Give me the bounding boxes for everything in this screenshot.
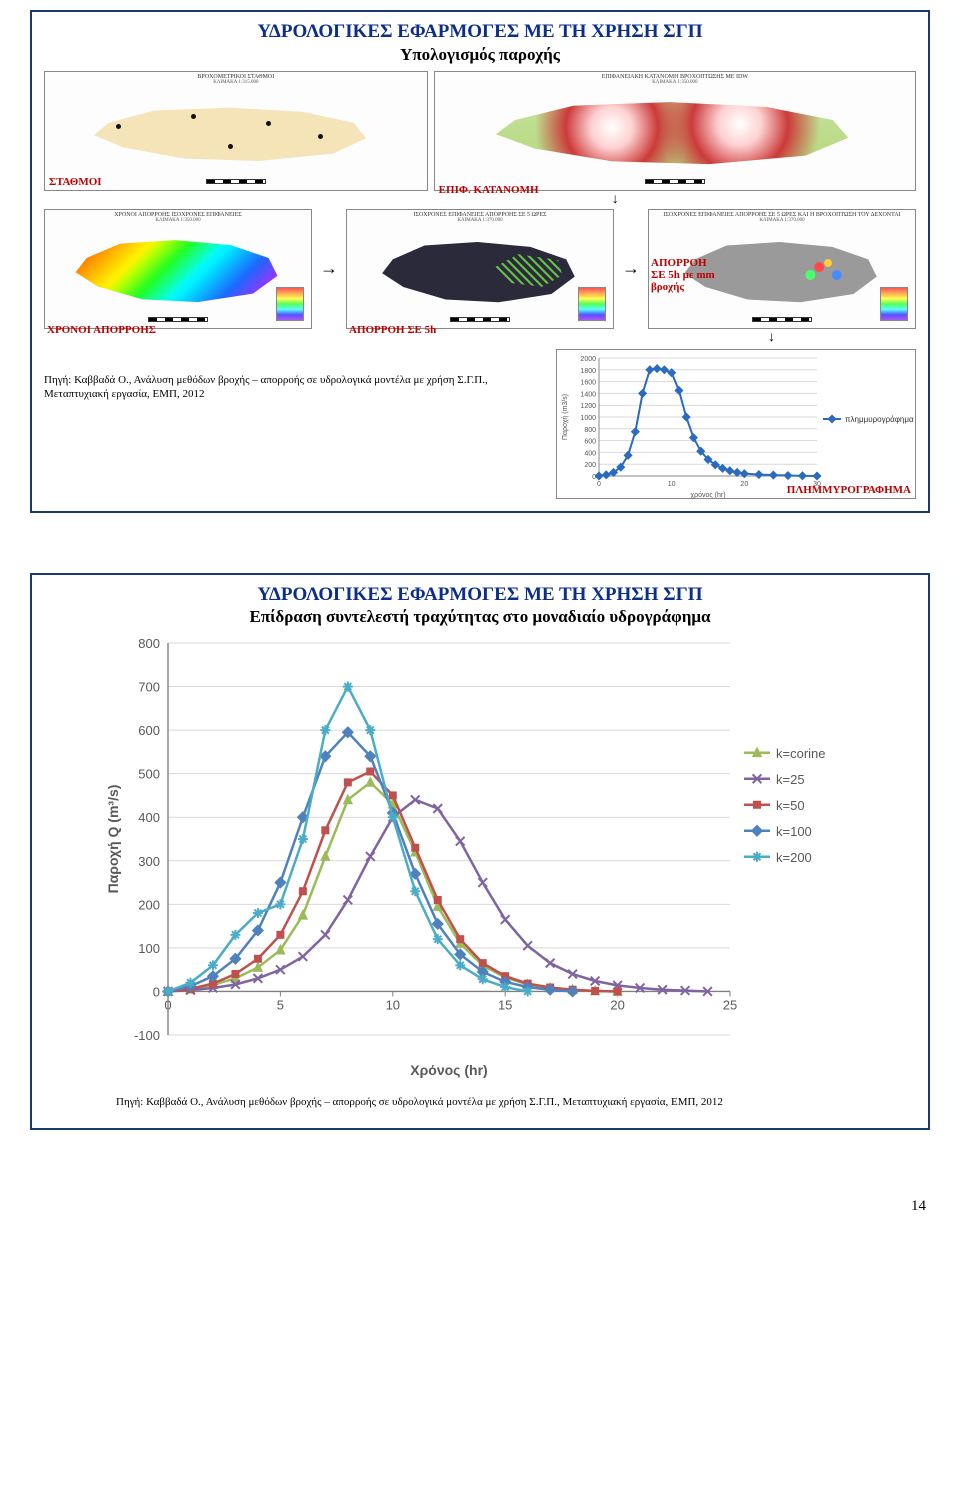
map-scale: ΚΛΙΜΑΚΑ 1:350.000 (435, 80, 915, 85)
svg-text:400: 400 (138, 811, 160, 826)
map-scale: ΚΛΙΜΑΚΑ 1:350.000 (45, 218, 311, 223)
slide1-row1: ΒΡΟΧΟΜΕΤΡΙΚΟΙ ΣΤΑΘΜΟΙ ΚΛΙΜΑΚΑ 1:315.000 … (44, 71, 916, 191)
map-header: ΧΡΟΝΟΙ ΑΠΟΡΡΟΗΣ ΙΣΟΧΡΟΝΕΣ ΕΠΙΦΑΝΕΙΕΣ (45, 210, 311, 218)
svg-text:800: 800 (584, 426, 596, 433)
svg-text:400: 400 (584, 450, 596, 457)
svg-text:500: 500 (138, 767, 160, 782)
label-runoff-5h: ΑΠΟΡΡΟΗ ΣΕ 5h (349, 324, 436, 336)
map-scale: ΚΛΙΜΑΚΑ 1:315.000 (45, 80, 427, 85)
svg-text:10: 10 (668, 481, 676, 488)
label-stations: ΣΤΑΘΜΟΙ (49, 176, 102, 188)
slide1-arrows1: ↓ (44, 195, 916, 205)
svg-text:Παροχή Q (m³/s): Παροχή Q (m³/s) (105, 785, 121, 894)
svg-text:25: 25 (723, 998, 737, 1013)
label-runoff-times: ΧΡΟΝΟΙ ΑΠΟΡΡΟΗΣ (47, 324, 156, 336)
slide1-subtitle: Υπολογισμός παροχής (44, 45, 916, 65)
map-surface-dist: ΕΠΙΦΑΝΕΙΑΚΗ ΚΑΤΑΝΟΜΗ ΒΡΟΧΟΠΤΩΣΗΣ ΜΕ IDW … (434, 71, 916, 191)
hydrograph-caption: ΠΛΗΜΜΥΡΟΓΡΑΦΗΜΑ (787, 484, 911, 496)
svg-text:0: 0 (597, 481, 601, 488)
svg-text:-100: -100 (134, 1028, 160, 1043)
svg-text:Χρόνος (hr): Χρόνος (hr) (410, 1062, 487, 1078)
svg-text:200: 200 (138, 898, 160, 913)
slide1-title: ΥΔΡΟΛΟΓΙΚΕΣ ΕΦΑΡΜΟΓΕΣ ΜΕ ΤΗ ΧΡΗΣΗ ΣΓΠ (44, 20, 916, 45)
svg-text:600: 600 (138, 723, 160, 738)
arrow-right-icon: → (318, 258, 340, 279)
arrow-down-icon: ↓ (315, 193, 916, 207)
svg-text:Παροχή (m3/s): Παροχή (m3/s) (562, 394, 569, 440)
svg-text:15: 15 (498, 998, 512, 1013)
label-runoff-5h-mm: ΑΠΟΡΡΟΗ ΣΕ 5h με mm βροχής (651, 257, 721, 293)
svg-text:1000: 1000 (580, 415, 596, 422)
map-header: ΙΣΟΧΡΟΝΕΣ ΕΠΙΦΑΝΕΙΕΣ ΑΠΟΡΡΟΗΣ ΣΕ 5 ΩΡΕΣ (347, 210, 613, 218)
svg-text:πλημμυρογράφημα: πλημμυρογράφημα (845, 415, 914, 424)
svg-text:600: 600 (584, 438, 596, 445)
svg-text:χρόνος (hr): χρόνος (hr) (690, 491, 725, 499)
svg-text:300: 300 (138, 854, 160, 869)
slide1-row2: ΧΡΟΝΟΙ ΑΠΟΡΡΟΗΣ ΙΣΟΧΡΟΝΕΣ ΕΠΙΦΑΝΕΙΕΣ ΚΛΙ… (44, 209, 916, 329)
svg-text:20: 20 (610, 998, 624, 1013)
map-runoff-5h-mm: ΙΣΟΧΡΟΝΕΣ ΕΠΙΦΑΝΕΙΕΣ ΑΠΟΡΡΟΗΣ ΣΕ 5 ΩΡΕΣ … (648, 209, 916, 329)
svg-text:1800: 1800 (580, 367, 596, 374)
map-stations: ΒΡΟΧΟΜΕΤΡΙΚΟΙ ΣΤΑΘΜΟΙ ΚΛΙΜΑΚΑ 1:315.000 … (44, 71, 428, 191)
page-number: 14 (30, 1190, 930, 1215)
map-scale: ΚΛΙΜΑΚΑ 1:370.000 (347, 218, 613, 223)
arrow-right-icon: → (620, 258, 642, 279)
slide2-source: Πηγή: Καββαδά Ο., Ανάλυση μεθόδων βροχής… (116, 1095, 916, 1109)
hydrograph-chart: 0200400600800100012001400160018002000010… (556, 349, 916, 499)
svg-text:20: 20 (740, 481, 748, 488)
svg-text:5: 5 (277, 998, 284, 1013)
svg-text:k=corine: k=corine (776, 746, 826, 761)
slide-1: ΥΔΡΟΛΟΓΙΚΕΣ ΕΦΑΡΜΟΓΕΣ ΜΕ ΤΗ ΧΡΗΣΗ ΣΓΠ Υπ… (30, 10, 930, 513)
slide1-source: Πηγή: Καββαδά Ο., Ανάλυση μεθόδων βροχής… (44, 349, 544, 402)
svg-text:800: 800 (138, 636, 160, 651)
svg-text:2000: 2000 (580, 356, 596, 363)
map-scale: ΚΛΙΜΑΚΑ 1:370.000 (649, 218, 915, 223)
label-surface: ΕΠΙΦ. ΚΑΤΑΝΟΜΗ (439, 184, 539, 196)
svg-text:1400: 1400 (580, 391, 596, 398)
arrow-down-icon: ↓ (627, 331, 916, 345)
svg-text:k=100: k=100 (776, 824, 812, 839)
map-runoff-5h: ΙΣΟΧΡΟΝΕΣ ΕΠΙΦΑΝΕΙΕΣ ΑΠΟΡΡΟΗΣ ΣΕ 5 ΩΡΕΣ … (346, 209, 614, 329)
svg-text:10: 10 (386, 998, 400, 1013)
map-header: ΙΣΟΧΡΟΝΕΣ ΕΠΙΦΑΝΕΙΕΣ ΑΠΟΡΡΟΗΣ ΣΕ 5 ΩΡΕΣ … (649, 210, 915, 218)
slide1-arrows2: ↓ (44, 333, 916, 343)
svg-text:k=50: k=50 (776, 798, 805, 813)
map-runoff-times: ΧΡΟΝΟΙ ΑΠΟΡΡΟΗΣ ΙΣΟΧΡΟΝΕΣ ΕΠΙΦΑΝΕΙΕΣ ΚΛΙ… (44, 209, 312, 329)
map-header: ΒΡΟΧΟΜΕΤΡΙΚΟΙ ΣΤΑΘΜΟΙ (45, 72, 427, 80)
svg-text:200: 200 (584, 462, 596, 469)
slide2-title: ΥΔΡΟΛΟΓΙΚΕΣ ΕΦΑΡΜΟΓΕΣ ΜΕ ΤΗ ΧΡΗΣΗ ΣΓΠ (44, 583, 916, 608)
svg-text:1200: 1200 (580, 403, 596, 410)
svg-text:k=200: k=200 (776, 850, 812, 865)
svg-text:1600: 1600 (580, 379, 596, 386)
slide2-subtitle: Επίδραση συντελεστή τραχύτητας στο μοναδ… (44, 607, 916, 627)
roughness-chart-svg: -10001002003004005006007008000510152025Χ… (100, 633, 860, 1083)
slide1-bottom: Πηγή: Καββαδά Ο., Ανάλυση μεθόδων βροχής… (44, 349, 916, 499)
svg-text:100: 100 (138, 941, 160, 956)
roughness-chart: -10001002003004005006007008000510152025Χ… (100, 633, 860, 1083)
svg-text:k=25: k=25 (776, 772, 805, 787)
svg-text:0: 0 (153, 985, 160, 1000)
slide-2: ΥΔΡΟΛΟΓΙΚΕΣ ΕΦΑΡΜΟΓΕΣ ΜΕ ΤΗ ΧΡΗΣΗ ΣΓΠ Επ… (30, 573, 930, 1130)
svg-text:700: 700 (138, 680, 160, 695)
hydrograph-svg: 0200400600800100012001400160018002000010… (557, 350, 917, 500)
map-header: ΕΠΙΦΑΝΕΙΑΚΗ ΚΑΤΑΝΟΜΗ ΒΡΟΧΟΠΤΩΣΗΣ ΜΕ IDW (435, 72, 915, 80)
